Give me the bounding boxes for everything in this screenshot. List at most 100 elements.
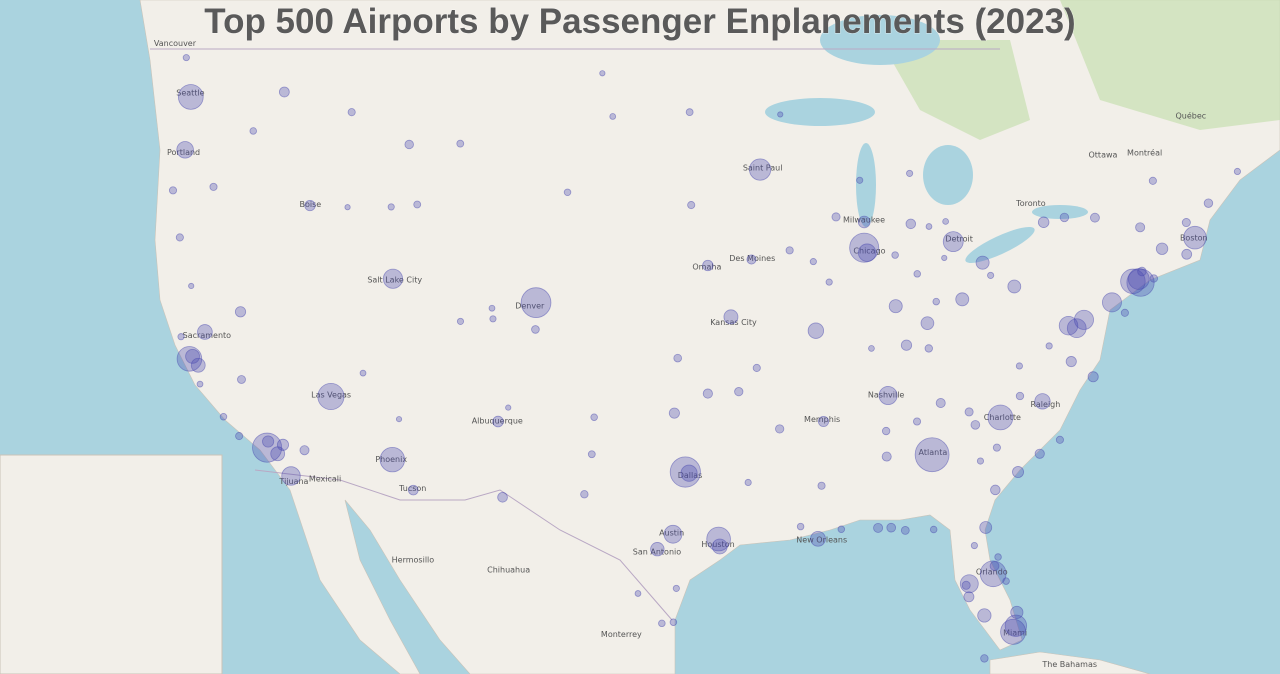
airport-bubble: [702, 388, 713, 399]
place-label: Chihuahua: [487, 565, 530, 574]
airport-bubble: [685, 108, 694, 117]
airport-bubble: [669, 456, 701, 488]
airport-bubble: [531, 325, 540, 334]
place-label: The Bahamas: [1041, 660, 1097, 669]
airport-bubble: [344, 204, 351, 211]
airport-bubble: [505, 404, 512, 411]
airport-bubble: [891, 251, 899, 259]
airport-bubble: [317, 382, 345, 411]
airport-bubble: [489, 315, 497, 323]
airport-bubble: [599, 70, 606, 77]
airport-bubble: [197, 324, 213, 340]
airport-bubble: [942, 218, 949, 225]
airport-bubble: [906, 169, 914, 177]
airport-bubble: [905, 218, 917, 230]
place-label: Kansas City: [710, 318, 757, 327]
airport-bubble: [235, 432, 244, 441]
airport-bubble: [177, 84, 204, 110]
airport-bubble: [929, 525, 938, 534]
airport-bubble: [849, 232, 880, 263]
airport-bubble: [188, 282, 195, 290]
airport-bubble: [663, 524, 683, 544]
place-label: Dallas: [678, 471, 703, 480]
airport-bubble: [955, 292, 970, 307]
lake-michigan: [856, 143, 876, 227]
airport-bubble: [395, 416, 403, 423]
place-label: Boston: [1180, 234, 1208, 243]
place-label: Des Moines: [729, 254, 775, 263]
airport-bubble: [234, 306, 247, 318]
place-label: Omaha: [692, 263, 721, 272]
airport-bubble: [1065, 356, 1077, 368]
airport-bubble: [881, 451, 892, 462]
airport-bubble: [249, 127, 257, 135]
airport-bubble: [857, 215, 871, 229]
airport-bubble: [914, 437, 950, 473]
airport-bubble: [881, 426, 891, 436]
airport-bubble: [1034, 448, 1045, 459]
place-label: Saint Paul: [743, 164, 783, 173]
airport-bubble: [817, 481, 826, 490]
airport-bubble: [196, 380, 204, 388]
lake-superior: [765, 98, 875, 126]
place-label: Monterrey: [601, 630, 642, 639]
airport-bubble: [963, 591, 975, 603]
airport-bubble: [796, 522, 805, 531]
airport-bubble: [1148, 176, 1157, 185]
airport-bubble: [190, 357, 206, 373]
airport-bubble: [1045, 342, 1053, 350]
airport-bubble: [1055, 435, 1064, 444]
airport-bubble: [975, 255, 990, 270]
airport-bubble: [1203, 198, 1214, 208]
place-label: Vancouver: [154, 39, 197, 48]
place-label: Hermosillo: [392, 555, 435, 564]
airport-bubble: [1073, 309, 1094, 330]
airport-bubble: [304, 200, 316, 212]
airport-bubble: [408, 484, 419, 496]
airport-bubble: [1181, 248, 1193, 260]
airport-bubble: [182, 54, 190, 62]
airport-bubble: [1233, 167, 1241, 176]
airport-bubble: [1090, 212, 1100, 223]
airport-bubble: [752, 363, 761, 372]
airport-bubble: [347, 108, 356, 117]
airport-bubble: [1015, 391, 1025, 401]
airport-bubble: [488, 304, 496, 312]
lake-ontario: [1032, 205, 1088, 219]
airport-bubble: [873, 522, 884, 533]
airport-bubble: [989, 561, 1000, 571]
airport-bubble: [920, 316, 935, 330]
airport-bubble: [1034, 393, 1051, 410]
airport-bubble: [925, 223, 933, 230]
airport-bubble: [669, 618, 678, 626]
airport-bubble: [492, 415, 504, 428]
airport-bubble: [777, 111, 784, 118]
place-label: Orlando: [976, 567, 1008, 576]
canada-green: [1060, 0, 1280, 130]
place-label: Ottawa: [1089, 151, 1118, 160]
airport-bubble: [932, 297, 940, 306]
airport-bubble: [209, 182, 218, 191]
airport-bubble: [413, 200, 422, 209]
lake-huron: [923, 145, 973, 205]
airport-bubble: [980, 654, 989, 663]
airport-bubble: [817, 416, 830, 428]
airport-bubble: [1120, 308, 1129, 317]
airport-bubble: [590, 413, 598, 421]
airport-bubble: [809, 258, 817, 266]
airport-bubble: [1007, 279, 1022, 294]
airport-bubble: [404, 139, 414, 150]
airport-bubble: [281, 466, 301, 486]
place-label: Raleigh: [1031, 400, 1061, 409]
airport-bubble: [1066, 318, 1087, 339]
title: Top 500 Airports by Passenger Enplanemen…: [204, 2, 1075, 41]
airport-bubble: [1002, 577, 1010, 585]
lake-erie: [965, 226, 1035, 264]
airport-bubble: [1181, 218, 1191, 228]
airport-bubble: [1012, 466, 1025, 478]
airport-bubble: [1149, 274, 1159, 283]
airport-bubble: [687, 201, 696, 210]
place-label: San Antonio: [633, 548, 681, 557]
place-label: Toronto: [1015, 199, 1046, 208]
airport-bubble: [837, 525, 846, 534]
